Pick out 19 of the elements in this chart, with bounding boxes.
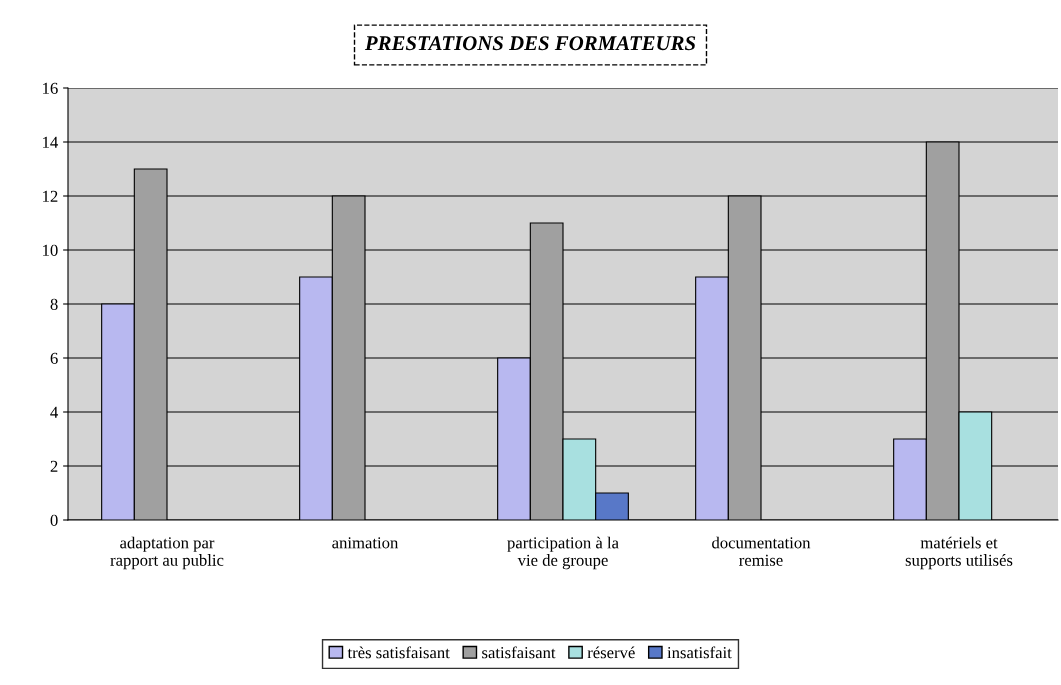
chart-title: PRESTATIONS DES FORMATEURS [364,36,696,51]
x-tick-label: matériels et supports utilisés [905,536,1013,570]
legend-label: insatisfait [667,646,732,659]
y-tick-label: 6 [50,352,58,364]
x-tick-label: documentation remise [712,536,811,566]
legend-label: satisfaisant [482,646,556,659]
x-tick-label: adaptation par rapport au public [110,536,224,570]
y-tick-label: 0 [50,514,58,526]
y-tick-label: 10 [43,244,58,256]
y-tick-label: 14 [43,136,59,148]
legend-label: très satisfaisant [347,646,450,659]
x-tick-label: animation [332,537,399,549]
y-tick-label: 2 [50,460,58,472]
legend-label: réservé [587,646,635,659]
y-tick-label: 12 [43,190,58,202]
y-tick-label: 16 [43,82,58,94]
y-tick-label: 8 [50,298,58,310]
x-tick-label: participation à la vie de groupe [507,536,619,570]
y-tick-label: 4 [50,406,59,418]
